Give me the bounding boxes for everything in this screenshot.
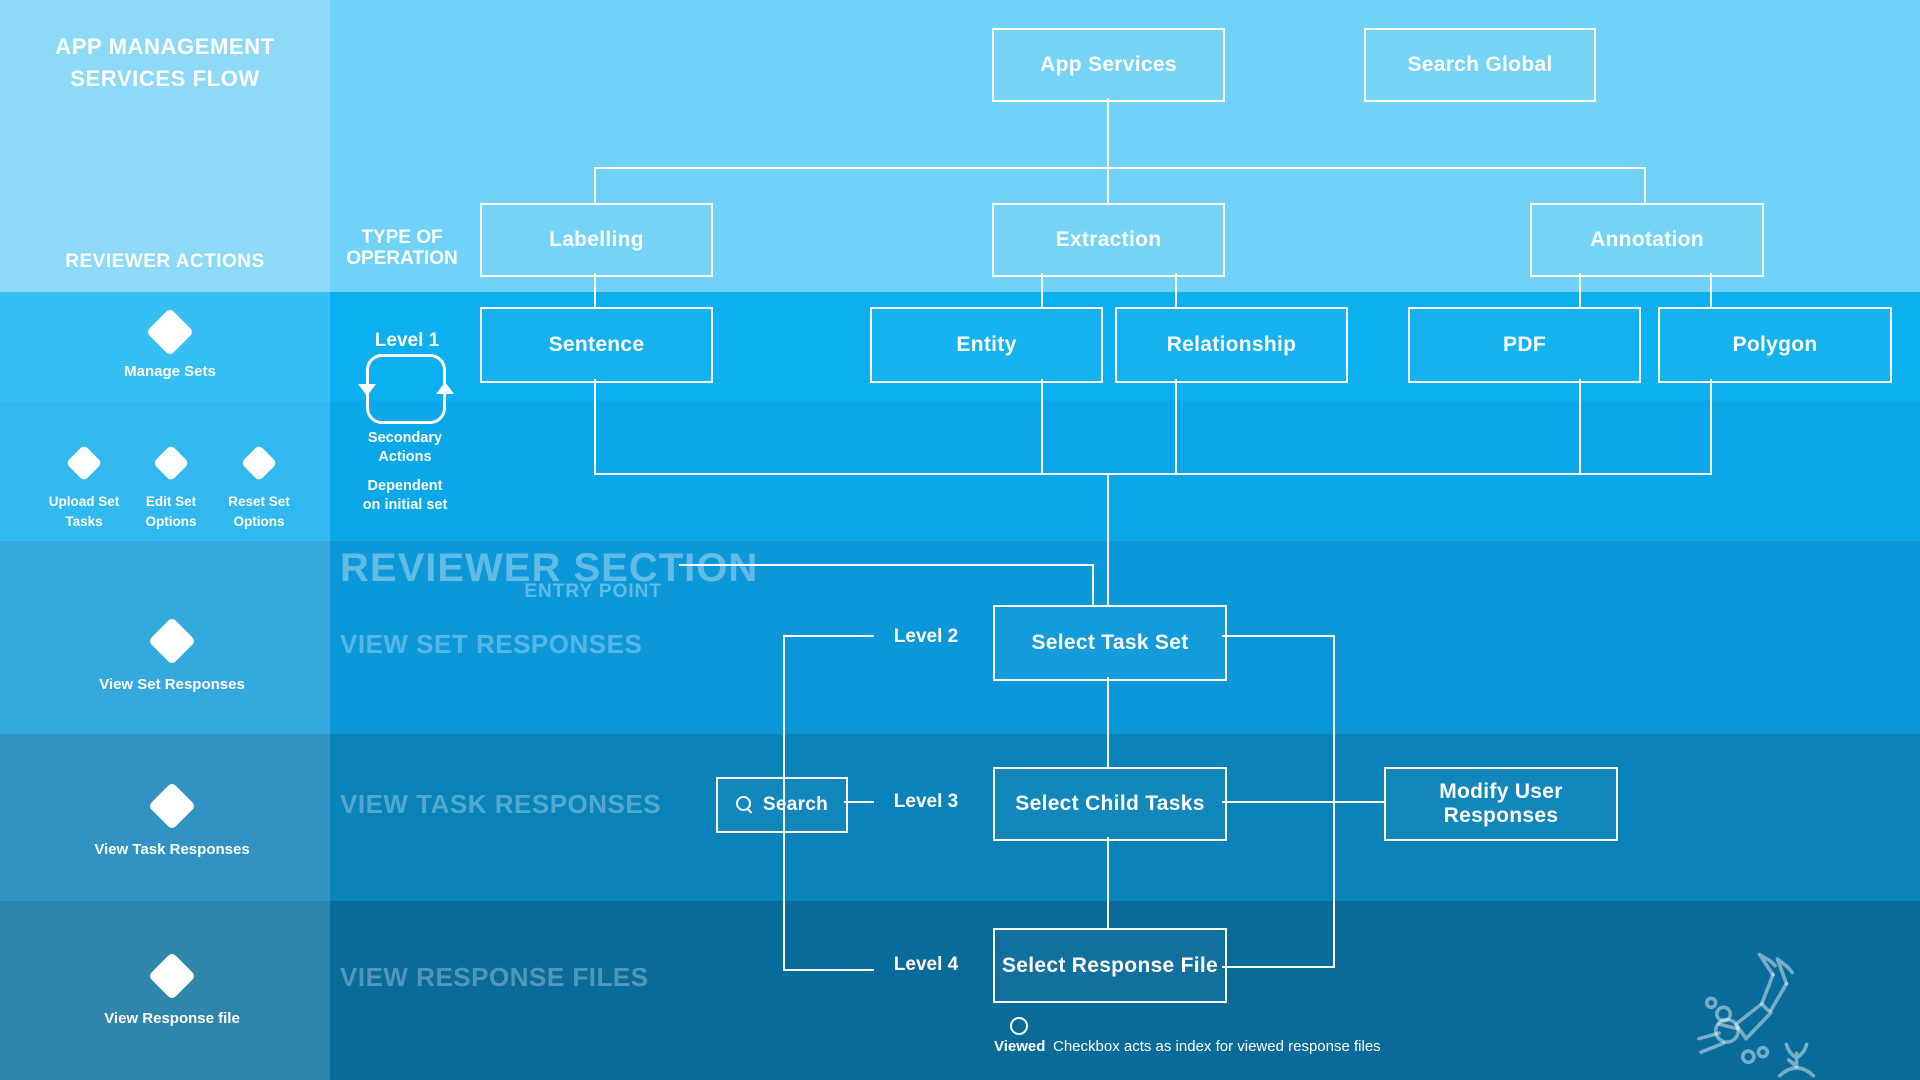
select-task-set-label: Select Task Set (1031, 631, 1189, 654)
connector-line (1107, 677, 1109, 767)
level-2-label: Level 2 (893, 626, 959, 647)
connector-line (1710, 379, 1712, 475)
level-3-label: Level 3 (893, 791, 959, 812)
view-response-files-heading: VIEW RESPONSE FILES (340, 962, 649, 992)
relationship-label: Relationship (1166, 333, 1297, 356)
sidebar-item-reset-set-options: Reset Set Options (204, 492, 314, 532)
sidebar-item-upload-set-tasks: Upload Set Tasks (29, 492, 139, 532)
upload-set-label-line1: Upload Set (48, 494, 120, 509)
loop-arrow-up-icon (436, 382, 454, 394)
secondary-actions-line1: Secondary (367, 430, 443, 446)
edit-set-label-line1: Edit Set (145, 494, 197, 509)
entity-label: Entity (956, 333, 1017, 356)
sidebar-item-view-task-responses: View Task Responses (94, 841, 250, 858)
connector-line (594, 473, 1712, 475)
scuba-diver-icon (1697, 952, 1816, 1078)
reset-set-label-line2: Options (233, 514, 285, 529)
polygon-label: Polygon (1732, 333, 1818, 356)
sidebar-title-line2: SERVICES FLOW (70, 66, 260, 91)
connector-line (594, 379, 596, 475)
connector-line (1222, 966, 1335, 968)
dependent-line2: on initial set (362, 497, 448, 513)
reviewer-section-heading: REVIEWER SECTION (340, 546, 759, 590)
annotation-node: Annotation (1530, 203, 1764, 277)
level-spine-line (783, 635, 785, 971)
select-child-tasks-node: Select Child Tasks (993, 767, 1227, 841)
reset-set-label-line1: Reset Set (228, 494, 290, 509)
loop-arrow-down-icon (358, 384, 376, 396)
select-response-file-node: Select Response File (993, 928, 1227, 1003)
sentence-label: Sentence (548, 333, 645, 356)
secondary-actions-line2: Actions (378, 449, 432, 465)
connector-line (783, 969, 874, 971)
connector-line (1222, 801, 1384, 803)
labelling-label: Labelling (549, 228, 644, 251)
sidebar-item-view-response-file: View Response file (104, 1010, 240, 1027)
connector-line (1107, 167, 1109, 203)
search-icon (735, 796, 754, 814)
modify-user-responses-node: Modify User Responses (1384, 767, 1618, 841)
connector-line (1041, 273, 1043, 307)
select-child-tasks-label: Select Child Tasks (1015, 792, 1205, 815)
connector-line (1579, 273, 1581, 307)
sidebar-item-view-set-responses: View Set Responses (99, 676, 245, 693)
entry-point-line (679, 564, 1094, 566)
sidebar-item-edit-set-options: Edit Set Options (116, 492, 226, 532)
connector-line (1107, 98, 1109, 167)
select-task-set-node: Select Task Set (993, 605, 1227, 681)
connector-line (1041, 379, 1043, 475)
labelling-node: Labelling (480, 203, 713, 277)
relationship-node: Relationship (1115, 307, 1348, 383)
connector-line (1175, 273, 1177, 307)
search-global-label: Search Global (1407, 53, 1553, 76)
entry-point-heading: ENTRY POINT (524, 581, 662, 602)
annotation-label: Annotation (1590, 228, 1704, 251)
entity-node: Entity (870, 307, 1103, 383)
level-4-label: Level 4 (893, 954, 959, 975)
connector-line (1644, 167, 1646, 203)
type-of-operation-line2: OPERATION (346, 248, 458, 269)
select-response-file-label: Select Response File (1001, 953, 1219, 977)
search-node: Search (716, 777, 848, 833)
extraction-node: Extraction (992, 203, 1225, 277)
viewed-checkbox-icon (1010, 1017, 1028, 1035)
viewed-note: Checkbox acts as index for viewed respon… (1053, 1038, 1381, 1055)
upload-set-label-line2: Tasks (65, 514, 103, 529)
connector-line (1175, 379, 1177, 475)
connector-line (783, 635, 874, 637)
sentence-node: Sentence (480, 307, 713, 383)
connector-line (1579, 379, 1581, 475)
connector-line (595, 167, 1646, 169)
connector-line (1222, 635, 1335, 637)
connector-line (1107, 837, 1109, 928)
connector-line (1107, 473, 1109, 605)
connector-line (594, 273, 596, 307)
connector-line (844, 801, 874, 803)
pdf-label: PDF (1503, 333, 1546, 356)
connector-line (594, 167, 596, 203)
sidebar-section-heading: REVIEWER ACTIONS (65, 251, 265, 272)
extraction-label: Extraction (1055, 228, 1162, 251)
dependent-line1: Dependent (367, 478, 443, 494)
type-of-operation-line1: TYPE OF (361, 227, 443, 248)
level-1-label: Level 1 (374, 330, 440, 351)
sidebar-title-line1: APP MANAGEMENT (55, 34, 275, 59)
search-global-node: Search Global (1364, 28, 1596, 102)
entry-point-line (1092, 564, 1094, 605)
polygon-node: Polygon (1658, 307, 1892, 383)
pdf-node: PDF (1408, 307, 1641, 383)
sidebar-header-band (0, 0, 330, 292)
sidebar-item-manage-sets: Manage Sets (124, 363, 216, 380)
secondary-actions-loop-icon (358, 354, 454, 424)
viewed-label: Viewed (994, 1038, 1046, 1055)
edit-set-label-line2: Options (145, 514, 197, 529)
app-services-node: App Services (992, 28, 1225, 102)
search-label: Search (762, 794, 829, 815)
connector-line (1710, 273, 1712, 307)
view-task-responses-heading: VIEW TASK RESPONSES (340, 789, 662, 819)
modify-user-responses-label: Modify User Responses (1439, 780, 1563, 827)
app-services-label: App Services (1040, 53, 1177, 76)
view-set-responses-heading: VIEW SET RESPONSES (340, 629, 643, 659)
